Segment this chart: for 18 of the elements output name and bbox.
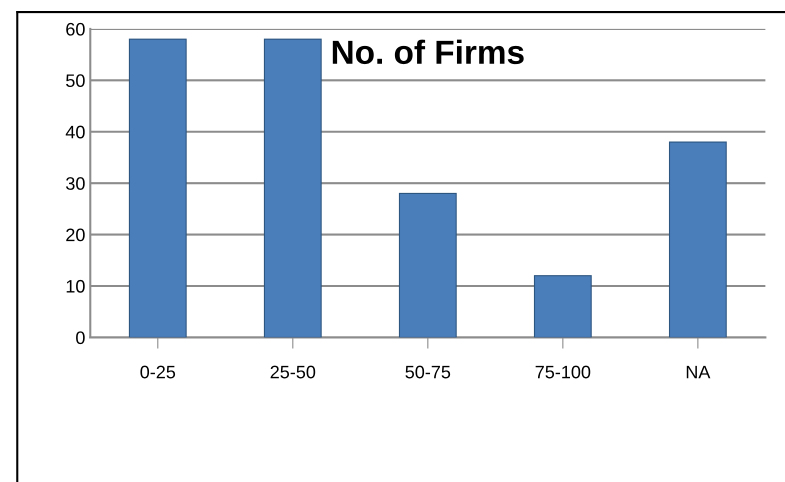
- x-tick-label: 25-50: [270, 366, 316, 378]
- y-tick-label: 0: [76, 331, 85, 344]
- x-tick-label: 50-75: [405, 366, 450, 378]
- y-tick-label: 10: [66, 280, 85, 293]
- bar: [398, 192, 457, 338]
- y-tick-label: 40: [66, 126, 85, 138]
- bar: [668, 141, 727, 338]
- y-tick-label: 30: [66, 177, 85, 190]
- y-tick-label: 20: [66, 228, 85, 242]
- chart-title: No. of Firms: [332, 40, 524, 64]
- bar: [264, 38, 322, 338]
- y-tick-label: 60: [66, 22, 85, 36]
- x-tick-label: 0-25: [140, 366, 176, 378]
- bar: [128, 38, 187, 338]
- x-tick-label: NA: [686, 366, 710, 378]
- y-tick-label: 50: [66, 74, 85, 88]
- bar: [534, 275, 592, 338]
- x-tick-label: 75-100: [536, 366, 590, 378]
